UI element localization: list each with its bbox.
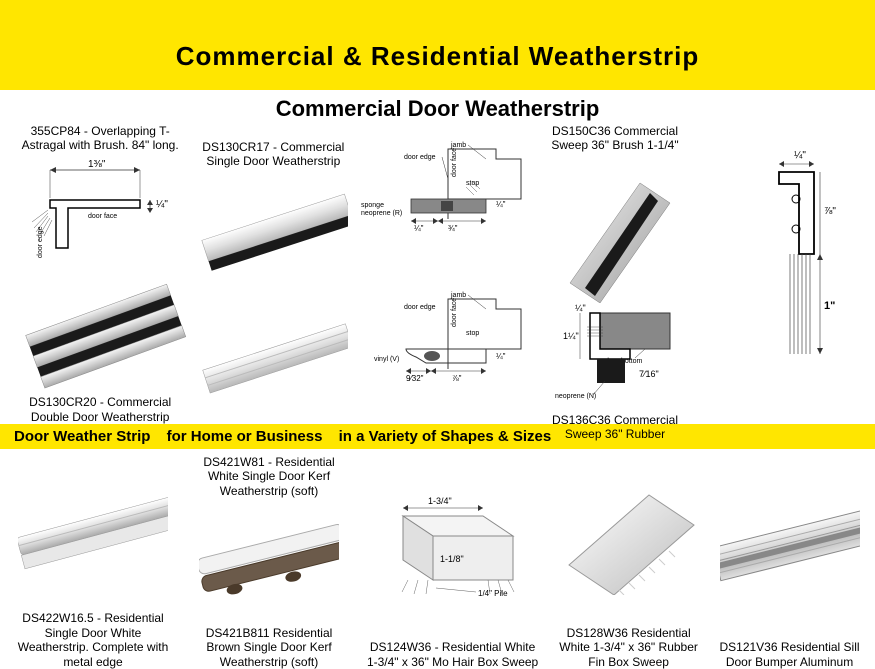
t-vinyl: vinyl (V) xyxy=(374,356,399,363)
t-sponge: sponge xyxy=(361,202,384,209)
t-stop2: stop xyxy=(466,330,479,337)
diagram-ds136c36: door bottom neoprene (N) ¼" 1¼" 7⁄16" xyxy=(534,303,695,413)
d-p3w: 1-3/4" xyxy=(428,496,452,506)
photo-ds422w165 xyxy=(10,455,176,611)
dim-h: ¼" xyxy=(156,198,168,210)
t-stop1: stop xyxy=(466,180,479,187)
label-ds130cr20: DS130CR20 - Commercial Double Door Weath… xyxy=(10,395,190,424)
d1c: ¼" xyxy=(496,200,506,209)
photo-ds121v36 xyxy=(714,455,865,640)
label-ds121v36: DS121V36 Residential Sill Door Bumper Al… xyxy=(714,640,865,669)
t-edge2: door edge xyxy=(404,304,436,311)
label-ds130cr17: DS130CR17 - Commercial Single Door Weath… xyxy=(198,124,348,169)
t-face2: door face xyxy=(451,298,458,327)
col-ds130cr17: DS130CR17 - Commercial Single Door Weath… xyxy=(198,124,348,424)
d5c: 1" xyxy=(824,300,835,312)
d4b: 1¼" xyxy=(563,331,579,341)
label-dooredge: door edge xyxy=(37,227,44,259)
subtitle: Commercial Door Weatherstrip xyxy=(0,90,875,124)
d2a: 9⁄32" xyxy=(406,374,424,383)
d4c: 7⁄16" xyxy=(639,369,659,379)
photo-ds130cr17-a xyxy=(198,169,348,297)
diagram-ds150c36: ¼" ⅞" 1" xyxy=(704,124,865,424)
diagram-sponge: jamb door edge door face stop sponge neo… xyxy=(356,124,526,274)
label-ds124w36: DS124W36 - Residential White 1-3/4" x 36… xyxy=(362,640,543,669)
d2b: ⅞" xyxy=(452,374,462,383)
d5a: ¼" xyxy=(794,149,806,161)
d1a: ¼" xyxy=(414,224,424,233)
mid-c: in a Variety of Shapes & Sizes xyxy=(339,428,552,445)
main-banner: Commercial & Residential Weatherstrip xyxy=(0,0,875,90)
d1b: ¾" xyxy=(448,224,458,233)
label-ds421w81: DS421W81 - Residential White Single Door… xyxy=(186,455,352,498)
photo-ds421 xyxy=(186,498,352,626)
col-355cp84-ds130cr20: 355CP84 - Overlapping T-Astragal with Br… xyxy=(10,124,190,424)
diagram-ds124w36: 1-3/4" 1-1/8" 1/4" Pile xyxy=(362,455,543,640)
t-neoN: neoprene (N) xyxy=(555,393,596,400)
d-p3pile: 1/4" Pile xyxy=(478,589,508,598)
photo-ds130cr20 xyxy=(10,274,190,395)
dim-w: 1⅜" xyxy=(88,159,106,170)
label-doorface: door face xyxy=(88,213,117,220)
photo-ds128w36 xyxy=(553,455,704,626)
diagram-vinyl: jamb door edge door face stop vinyl (V) … xyxy=(356,274,526,424)
commercial-row: 355CP84 - Overlapping T-Astragal with Br… xyxy=(0,124,875,424)
label-ds150c36: DS150C36 Commercial Sweep 36" Brush 1-1/… xyxy=(534,124,695,153)
d4a: ¼" xyxy=(575,303,586,313)
t-edge1: door edge xyxy=(404,154,436,161)
label-ds421b811: DS421B811 Residential Brown Single Door … xyxy=(186,626,352,669)
photo-ds136c36 xyxy=(534,153,695,303)
d2c: ¼" xyxy=(496,352,506,361)
col-brush-diagram: ¼" ⅞" 1" xyxy=(704,124,865,424)
prod-ds128w36: DS128W36 Residential White 1-3/4" x 36" … xyxy=(553,455,704,669)
prod-ds421: DS421W81 - Residential White Single Door… xyxy=(186,455,352,669)
col-sweeps: DS150C36 Commercial Sweep 36" Brush 1-1/… xyxy=(534,124,695,424)
residential-row: DS422W16.5 - Residential Single Door Whi… xyxy=(0,449,875,669)
t-face1: door face xyxy=(451,148,458,177)
d-p3h: 1-1/8" xyxy=(440,554,464,564)
photo-ds130cr17-b xyxy=(198,296,348,424)
label-ds128w36: DS128W36 Residential White 1-3/4" x 36" … xyxy=(553,626,704,669)
col-cross-sections: jamb door edge door face stop sponge neo… xyxy=(356,124,526,424)
main-title: Commercial & Residential Weatherstrip xyxy=(176,41,699,72)
mid-banner: Door Weather Strip for Home or Business … xyxy=(0,424,875,449)
label-355cp84: 355CP84 - Overlapping T-Astragal with Br… xyxy=(10,124,190,153)
diagram-355cp84: 1⅜" ¼" door face door edge xyxy=(10,153,190,274)
t-neo: neoprene (R) xyxy=(361,210,402,217)
d5b: ⅞" xyxy=(824,206,836,217)
mid-a: Door Weather Strip xyxy=(14,428,150,445)
mid-b: for Home or Business xyxy=(167,428,323,445)
label-ds422w165: DS422W16.5 - Residential Single Door Whi… xyxy=(10,611,176,669)
prod-ds121v36: DS121V36 Residential Sill Door Bumper Al… xyxy=(714,455,865,669)
prod-ds422w165: DS422W16.5 - Residential Single Door Whi… xyxy=(10,455,176,669)
prod-ds124w36: 1-3/4" 1-1/8" 1/4" Pile DS124W36 - Resid… xyxy=(362,455,543,669)
